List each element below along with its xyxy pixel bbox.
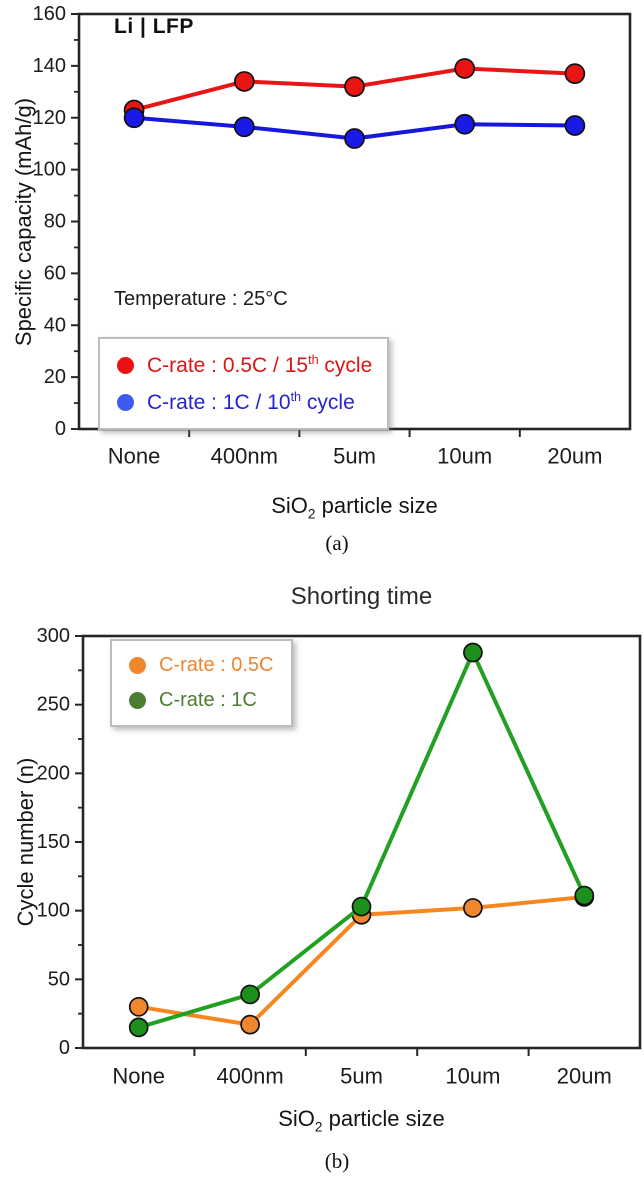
chart-b-y-tick-label: 250 [37, 694, 70, 716]
legend-label-orange-series: C-rate : 0.5C [159, 654, 274, 676]
chart-b-x-tick-label: 5um [340, 1064, 383, 1089]
legend-label-green-series: C-rate : 1C [159, 689, 257, 711]
caption-a: (a) [325, 531, 349, 555]
chart-a-y-tick-label: 100 [33, 159, 66, 181]
green-series-marker-icon [129, 692, 146, 709]
chart-b-y-tick-label: 200 [37, 762, 70, 784]
chart-a-x-tick-label: 400nm [211, 444, 278, 469]
chart-b-series-1-point-4 [574, 885, 595, 906]
chart-b-series-0-point-3 [463, 898, 483, 918]
chart-b-y-tick-label: 300 [37, 625, 70, 647]
chart-a-series-0-point-1 [233, 71, 255, 92]
chart-b-legend: C-rate : 0.5C C-rate : 1C [110, 639, 293, 727]
legend-entry-green-series: C-rate : 1C [129, 689, 291, 712]
chart-b-y-tick-label: 100 [37, 900, 70, 922]
chart-b-title: Shorting time [290, 583, 433, 610]
chart-b-y-tick-label: 150 [37, 831, 70, 853]
chart-b-series-0-point-0 [128, 996, 149, 1017]
chart-a-y-tick-label: 0 [55, 418, 66, 440]
chart-b-series-1-point-1 [240, 984, 260, 1005]
chart-a-series-0-point-2 [344, 76, 365, 97]
red-series-marker-icon [117, 356, 134, 374]
chart-b-y-axis-label: Cycle number (n) [13, 757, 38, 927]
chart-a-x-tick-label: None [108, 444, 161, 469]
chart-a-y-tick-label: 20 [44, 366, 66, 388]
chart-a-y-tick-label: 140 [33, 55, 66, 77]
chart-a-y-tick-label: 60 [44, 262, 66, 284]
chart-a-series-1-point-2 [344, 128, 365, 149]
chart-b-y-tick-label: 0 [59, 1037, 70, 1059]
chart-a-y-tick-label: 160 [33, 3, 66, 25]
chart-a-series-1-point-0 [123, 107, 145, 129]
chart-b-x-axis-label: SiO2 particle size [278, 1106, 445, 1135]
orange-series-marker-icon [129, 657, 146, 674]
chart-b-x-tick-label: 10um [445, 1064, 500, 1089]
chart-a-temperature-annotation: Temperature : 25°C [114, 288, 288, 310]
legend-label-red-series: C-rate : 0.5C / 15th cycle [147, 352, 373, 377]
legend-entry-blue-series: C-rate : 1C / 10th cycle [117, 390, 387, 415]
chart-a-x-tick-label: 20um [547, 444, 602, 469]
chart-b-series-0-point-1 [240, 1014, 260, 1035]
caption-b: (b) [324, 1149, 350, 1173]
chart-a-x-axis-label: SiO2 particle size [271, 493, 438, 522]
chart-a-series-0-point-4 [564, 63, 586, 85]
blue-series-marker-icon [117, 393, 134, 411]
chart-a-series-0-point-3 [454, 58, 476, 79]
chart-b-x-tick-label: 400nm [216, 1064, 283, 1089]
chart-a-y-tick-label: 40 [44, 314, 66, 336]
chart-b-y-tick-label: 50 [48, 968, 70, 990]
chart-a-x-tick-label: 10um [437, 444, 492, 469]
chart-a-y-axis-label: Specific capacity (mAh/g) [11, 97, 36, 347]
chart-b-series-1-point-3 [463, 642, 483, 663]
chart-b-x-tick-label: None [112, 1064, 165, 1089]
chart-a-series-1-point-1 [233, 116, 255, 138]
chart-b-series-1-point-0 [128, 1017, 149, 1038]
chart-a-x-tick-label: 5um [333, 444, 376, 469]
legend-entry-red-series: C-rate : 0.5C / 15th cycle [117, 353, 387, 378]
chart-a-series-1-point-4 [564, 115, 586, 136]
chart-a-y-tick-label: 120 [33, 107, 66, 129]
chart-b-series-1-point-2 [351, 896, 372, 917]
chart-a-cell-label: Li | LFP [114, 15, 194, 38]
legend-label-blue-series: C-rate : 1C / 10th cycle [147, 389, 355, 414]
legend-entry-orange-series: C-rate : 0.5C [129, 654, 291, 677]
chart-a-series-1-point-3 [454, 113, 476, 135]
chart-b-x-tick-label: 20um [557, 1064, 612, 1089]
chart-a-y-tick-label: 80 [44, 211, 66, 233]
chart-a-legend: C-rate : 0.5C / 15th cycle C-rate : 1C /… [98, 337, 389, 430]
